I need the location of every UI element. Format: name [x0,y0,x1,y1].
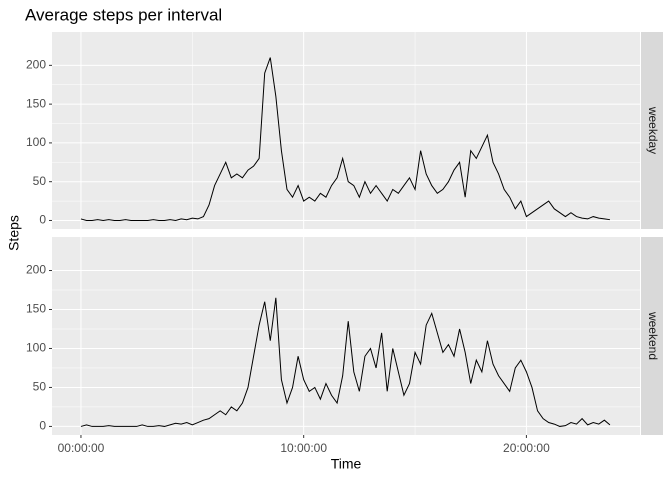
panel-background [52,237,640,435]
y-axis-title: Steps [6,215,22,251]
y-tick-label: 50 [33,380,47,394]
facet-strip [641,237,663,435]
y-tick-label: 150 [26,302,46,316]
y-tick-label: 50 [33,174,47,188]
x-tick-label: 10:00:00 [280,441,327,455]
y-tick-label: 0 [39,419,46,433]
x-tick-label: 20:00:00 [503,441,550,455]
y-tick-label: 150 [26,96,46,110]
panel-background [52,32,640,229]
y-tick-label: 200 [26,263,46,277]
facet-strip [641,32,663,229]
facet-label: weekend [646,311,660,360]
y-tick-label: 200 [26,58,46,72]
y-tick-label: 100 [26,135,46,149]
y-tick-label: 100 [26,341,46,355]
facet-label: weekday [646,106,660,154]
x-tick-label: 00:00:00 [58,441,105,455]
series-line [80,297,611,427]
series-line [80,57,610,221]
chart-title: Average steps per interval [25,5,222,24]
y-tick-label: 0 [39,213,46,227]
x-axis-title: Time [331,456,362,472]
